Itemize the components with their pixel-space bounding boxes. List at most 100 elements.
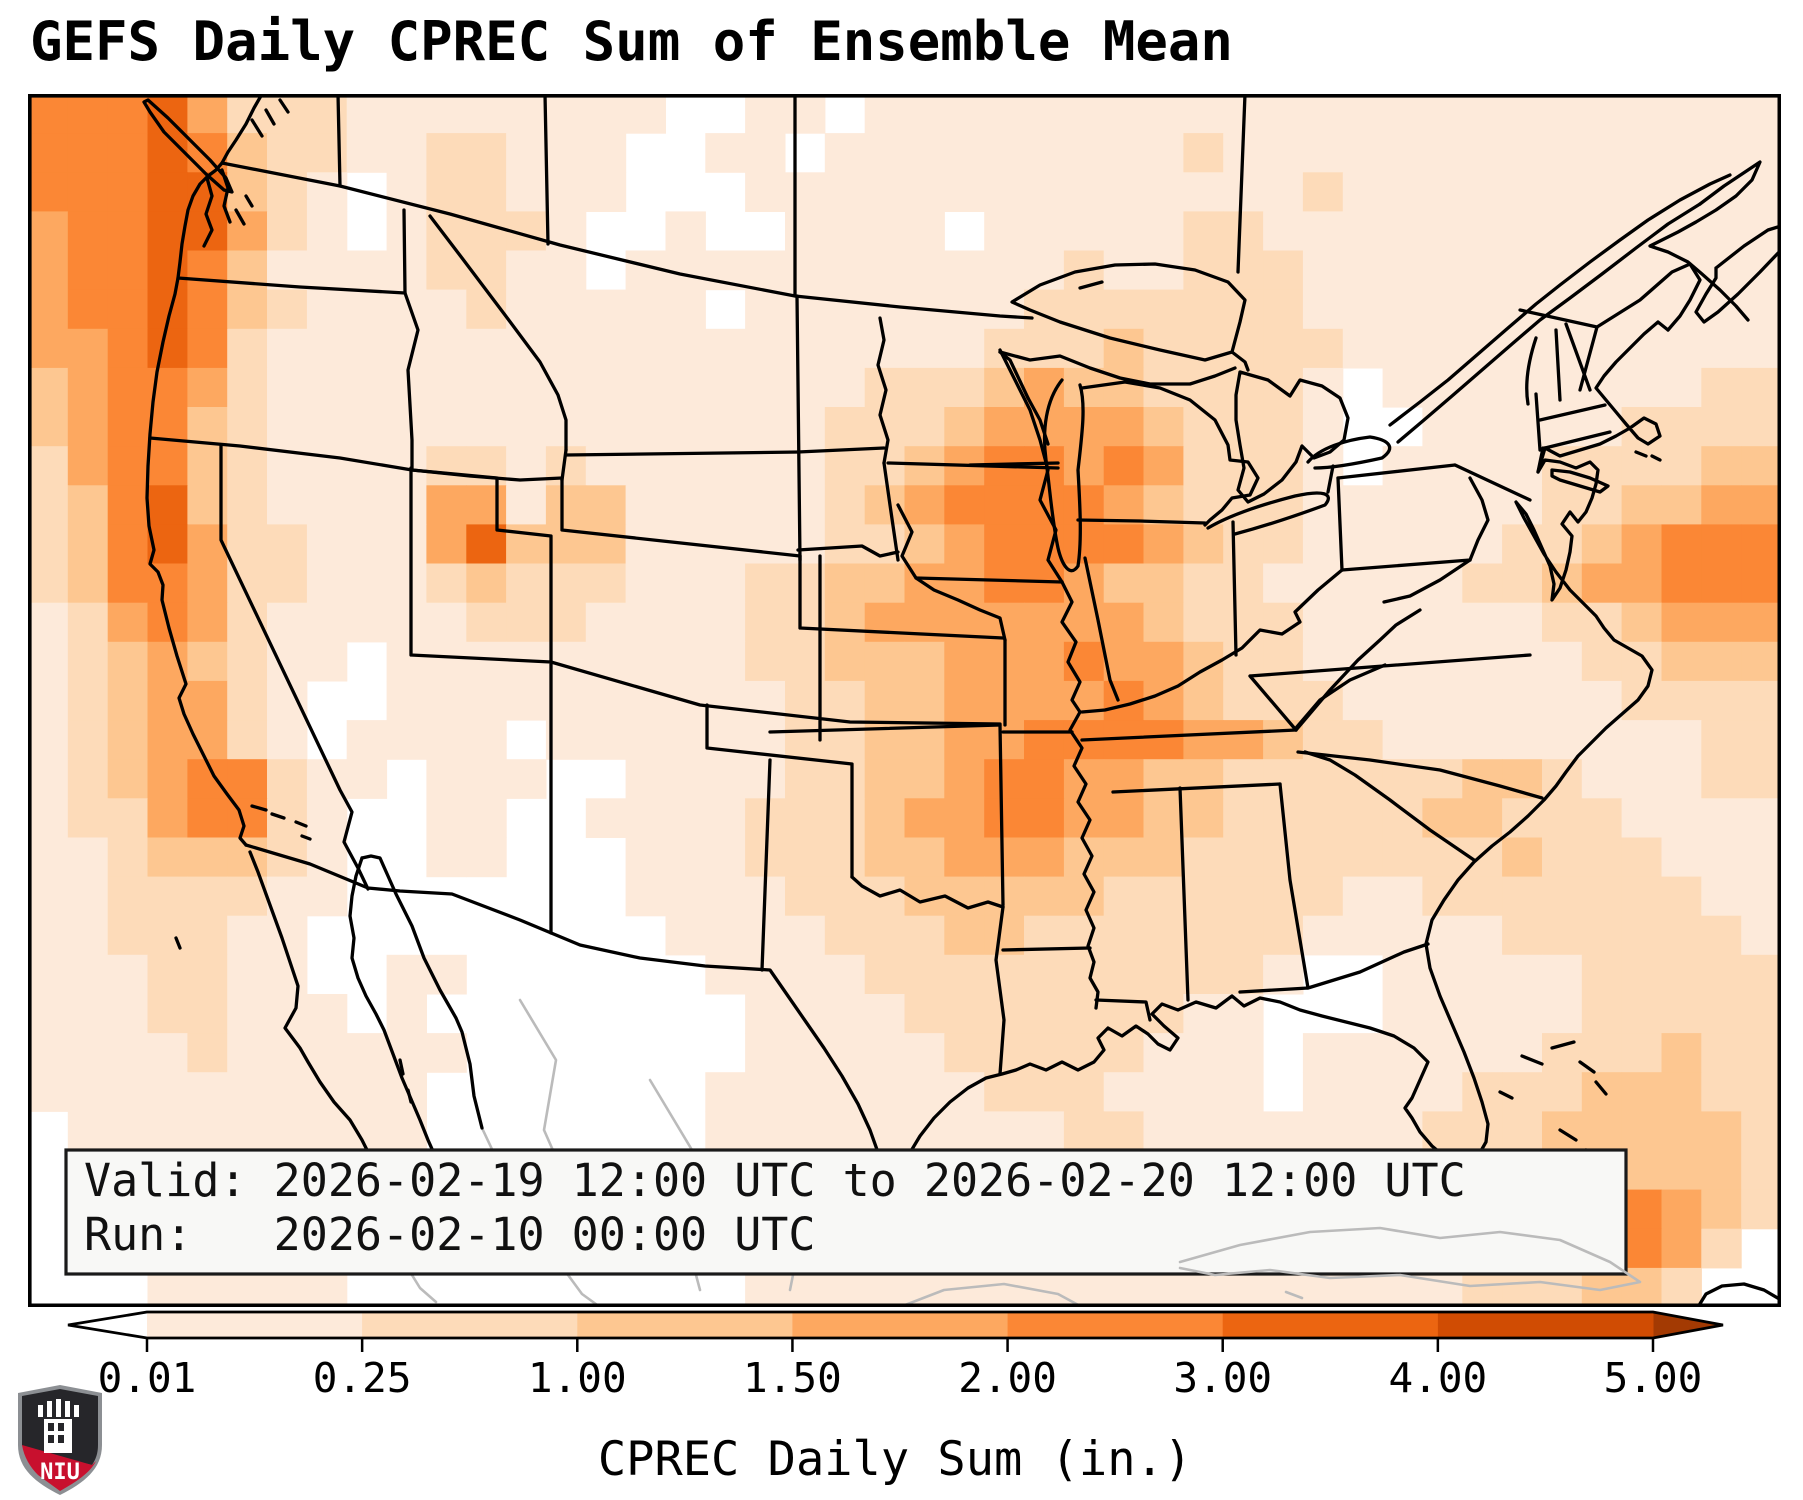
precip-cell (1621, 485, 1662, 525)
precip-cell (267, 94, 308, 134)
precip-cell (227, 954, 268, 995)
colorbar-segment (792, 1312, 1008, 1338)
precip-cell (1581, 172, 1623, 212)
precip-cell (1103, 1072, 1145, 1112)
precip-cell (1701, 759, 1742, 799)
precip-cell (1462, 680, 1503, 721)
precip-cell (346, 407, 388, 447)
colorbar-tick-label: 0.25 (313, 1354, 412, 1402)
precip-cell (267, 485, 308, 525)
precip-cell (1621, 172, 1662, 212)
precip-cell (1502, 876, 1543, 917)
precip-cell (944, 680, 985, 721)
precip-cell (107, 172, 149, 212)
precip-cell (1502, 720, 1543, 760)
precip-cell (1183, 759, 1224, 799)
precip-cell (585, 563, 627, 604)
precip-cell (1741, 485, 1781, 525)
precip-cell (346, 720, 388, 760)
precip-cell (665, 837, 706, 878)
precip-cell (506, 367, 547, 408)
precip-cell (665, 367, 706, 408)
precip-cell (824, 720, 866, 760)
precip-cell (745, 485, 786, 525)
precip-cell (705, 1072, 746, 1112)
precip-cell (147, 1033, 188, 1073)
precip-cell (904, 680, 945, 721)
precip-cell (864, 680, 906, 721)
precip-cell (1661, 407, 1702, 447)
precip-cell (1661, 367, 1702, 408)
precip-cell (1422, 485, 1463, 525)
precip-cell (506, 759, 547, 799)
precip-cell (67, 759, 109, 799)
precip-cell (28, 289, 69, 330)
colorbar-segment (1437, 1312, 1654, 1338)
precip-cell (1223, 172, 1264, 212)
precip-cell (1422, 172, 1463, 212)
info-box-run: Run: 2026-02-10 00:00 UTC (84, 1208, 816, 1261)
precip-cell (1223, 1111, 1264, 1152)
precip-cell (1502, 1111, 1543, 1152)
precip-cell (147, 680, 188, 721)
precip-cell (665, 641, 706, 682)
precip-cell (147, 94, 188, 134)
precip-cell (187, 720, 228, 760)
precip-cell (1741, 1189, 1781, 1230)
precip-cell (267, 954, 308, 995)
precip-cell (1701, 94, 1742, 134)
precip-cell (944, 954, 985, 995)
precip-cell (824, 485, 866, 525)
precip-cell (426, 680, 467, 721)
precip-cell (824, 1111, 866, 1152)
precip-cell (1143, 446, 1184, 486)
precip-cell (306, 994, 348, 1034)
map-frame (28, 94, 1781, 1307)
precip-cell (545, 328, 587, 369)
precip-cell (665, 720, 706, 760)
precip-cell (1542, 524, 1583, 565)
precip-cell (1063, 211, 1105, 252)
precip-cell (67, 94, 109, 134)
precip-cell (67, 524, 109, 565)
precip-cell (1382, 994, 1423, 1034)
precip-cell (864, 915, 906, 956)
precip-cell (1542, 641, 1583, 682)
precip-cell (1661, 485, 1702, 525)
precip-cell (67, 289, 109, 330)
precip-cell (1502, 680, 1543, 721)
precip-cell (1741, 720, 1781, 760)
precip-cell (705, 1111, 746, 1152)
precip-cell (107, 524, 149, 565)
precip-cell (1382, 133, 1423, 173)
precip-cell (1741, 407, 1781, 447)
precip-cell (346, 250, 388, 291)
precip-cell (1302, 250, 1344, 291)
precip-cell (984, 133, 1025, 173)
precip-cell (1183, 524, 1224, 565)
precip-cell (1143, 641, 1184, 682)
precip-cell (28, 1072, 69, 1112)
precip-cell (1462, 994, 1503, 1034)
precip-cell (984, 328, 1025, 369)
precip-cell (1462, 563, 1503, 604)
precip-cell (1302, 407, 1344, 447)
precip-cell (346, 328, 388, 369)
cuba-outline (1178, 1226, 1642, 1300)
precip-cell (625, 485, 666, 525)
precip-cell (187, 915, 228, 956)
precip-cell (984, 250, 1025, 291)
precip-cell (1103, 446, 1145, 486)
precip-cell (864, 994, 906, 1034)
precip-cell (1263, 289, 1304, 330)
precip-cell (187, 994, 228, 1034)
precip-cell (1103, 915, 1145, 956)
precip-cell (28, 172, 69, 212)
precip-cell (1462, 94, 1503, 134)
precip-cell (625, 328, 666, 369)
precip-cell (1302, 1072, 1344, 1112)
precip-cell (1701, 1150, 1742, 1191)
precip-cell (1302, 602, 1344, 643)
precip-cell (1143, 407, 1184, 447)
precip-cell (1143, 485, 1184, 525)
